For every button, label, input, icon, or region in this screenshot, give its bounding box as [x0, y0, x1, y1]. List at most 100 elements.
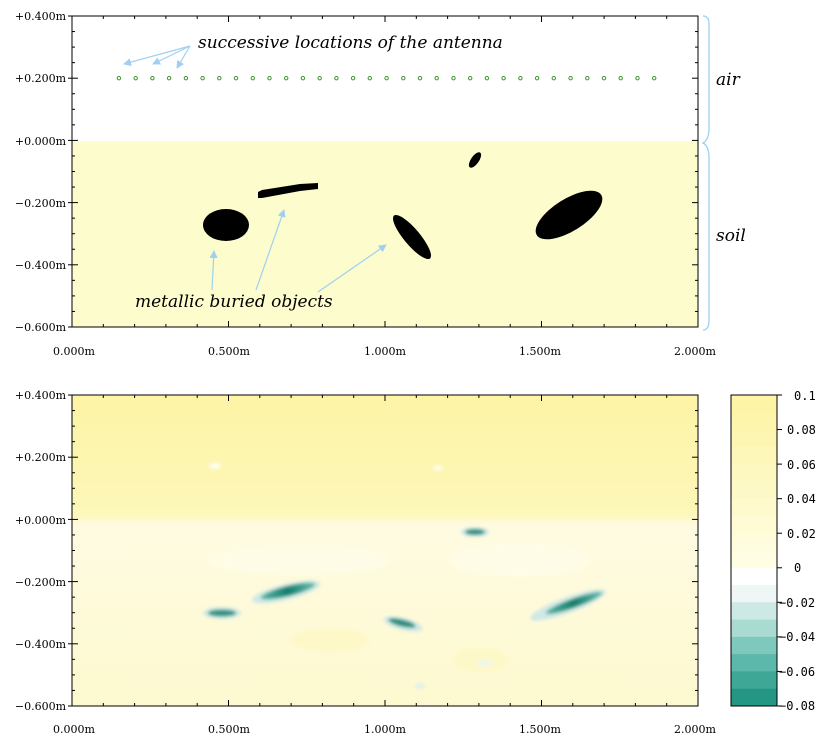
bottom-x-tick-label: 0.000m — [53, 723, 95, 736]
bottom-y-tick-label: −0.600m — [15, 700, 67, 713]
antenna-location-marker — [551, 76, 556, 81]
antenna-location-marker — [501, 76, 506, 81]
colorbar-cell — [731, 688, 777, 707]
bottom-y-tick-label: −0.400m — [15, 638, 67, 651]
bottom-x-tick-labels: 0.000m 0.500m 1.000m 1.500m 2.000m — [53, 723, 716, 736]
arrow-object-3 — [317, 244, 387, 293]
object-ellipse-right — [535, 190, 603, 240]
recon-object-bar — [260, 582, 316, 600]
antenna-location-marker — [217, 76, 222, 81]
antenna-location-marker — [384, 76, 389, 81]
antenna-location-marker — [183, 76, 189, 81]
pale-spot — [477, 660, 493, 666]
colorbar-label: 0.06 — [787, 458, 816, 472]
bottom-y-tick-label: −0.200m — [15, 576, 67, 589]
colorbar-cell — [731, 671, 777, 690]
antenna-location-marker — [350, 76, 356, 81]
pale-band — [290, 628, 370, 652]
top-y-tick-label: +0.200m — [15, 72, 67, 85]
antenna-location-marker — [116, 76, 122, 81]
top-x-tick-label: 1.000m — [364, 345, 406, 358]
pale-spot — [415, 683, 425, 689]
recon-object-left — [208, 609, 236, 617]
antenna-location-marker — [267, 76, 272, 81]
colorbar-cell — [731, 550, 777, 569]
colorbar-cell — [731, 395, 777, 413]
soil-region — [72, 141, 698, 327]
colorbar-frame — [730, 394, 778, 707]
bottom-y-tick-labels: +0.400m +0.200m +0.000m −0.200m −0.400m … — [15, 389, 67, 713]
antenna-location-marker — [484, 76, 490, 81]
antenna-location-marker — [233, 76, 239, 81]
antenna-location-marker — [601, 76, 607, 81]
colorbar-cell — [731, 619, 777, 638]
pale-spot — [209, 463, 221, 469]
top-y-tick-label: −0.200m — [15, 197, 67, 210]
colorbar-cell — [731, 654, 777, 672]
antenna-location-marker — [585, 76, 590, 81]
recon-object-small — [465, 529, 485, 535]
antenna-location-marker — [166, 76, 172, 81]
pale-band — [452, 648, 508, 672]
top-y-tick-label: +0.400m — [15, 10, 67, 23]
colorbar-cell — [731, 446, 777, 465]
bottom-panel: +0.400m +0.200m +0.000m −0.200m −0.400m … — [15, 389, 717, 736]
colorbar-cell — [731, 498, 777, 517]
top-x-tick-labels: 0.000m 0.500m 1.000m 1.500m 2.000m — [53, 345, 716, 358]
antenna-label: successive locations of the antenna — [198, 33, 503, 53]
colorbar-labels: 0.1 0.08 0.06 0.04 0.02 0 −0.02 −0.04 −0… — [779, 389, 816, 713]
antenna-location-marker — [401, 76, 406, 81]
pale-band — [450, 544, 590, 576]
colorbar-ticks — [777, 394, 782, 707]
object-ellipse-left — [203, 209, 249, 241]
annotation-arrows — [123, 45, 387, 293]
colorbar-label: −0.06 — [779, 665, 815, 679]
antenna-location-marker — [250, 76, 256, 81]
reconstruction-background — [72, 395, 698, 706]
bottom-x-tick-label: 1.000m — [364, 723, 406, 736]
object-small — [468, 152, 482, 168]
air-soil-brace — [701, 15, 710, 331]
colorbar-label: −0.02 — [779, 596, 815, 610]
bottom-axis-ticks — [68, 394, 699, 707]
bottom-x-tick-label: 1.500m — [519, 723, 561, 736]
top-x-tick-label: 0.000m — [53, 345, 95, 358]
arrow-antenna-2 — [152, 45, 191, 65]
antenna-location-marker — [317, 76, 322, 81]
buried-objects — [203, 152, 603, 260]
colorbar-label: 0.1 — [794, 389, 816, 403]
recon-object-rod — [388, 618, 416, 628]
antenna-location-marker — [652, 76, 657, 81]
colorbar-cell — [731, 515, 777, 534]
colorbar-cell — [731, 412, 777, 431]
antenna-location-marker — [417, 76, 423, 81]
object-tilted-rod — [392, 214, 432, 260]
antenna-location-marker — [618, 76, 623, 81]
top-y-tick-labels: +0.400m +0.200m +0.000m −0.200m −0.400m … — [15, 10, 67, 334]
arrow-antenna-1 — [123, 45, 191, 67]
antenna-location-marker — [334, 76, 339, 81]
antenna-location-marker — [635, 76, 640, 81]
antenna-location-marker — [534, 76, 540, 81]
colorbar-label: 0.02 — [787, 527, 816, 541]
antenna-location-marker — [200, 76, 205, 81]
bottom-y-tick-label: +0.200m — [15, 451, 67, 464]
colorbar-cell — [731, 533, 777, 551]
top-x-tick-label: 1.500m — [519, 345, 561, 358]
colorbar-cells — [731, 395, 777, 707]
antenna-location-marker — [150, 76, 155, 81]
antenna-location-marker — [300, 76, 306, 81]
top-y-tick-label: +0.000m — [15, 135, 67, 148]
antenna-location-marker — [451, 76, 456, 81]
top-panel: successive locations of the antenna meta… — [15, 10, 746, 358]
antenna-location-marker — [367, 76, 372, 81]
colorbar-cell — [731, 429, 777, 448]
top-x-tick-label: 0.500m — [208, 345, 250, 358]
antenna-locations — [116, 76, 657, 81]
colorbar-label: 0.04 — [787, 492, 816, 506]
pale-band — [210, 546, 390, 574]
colorbar-cell — [731, 464, 777, 482]
bottom-y-tick-label: +0.400m — [15, 389, 67, 402]
colorbar-cell — [731, 481, 777, 500]
